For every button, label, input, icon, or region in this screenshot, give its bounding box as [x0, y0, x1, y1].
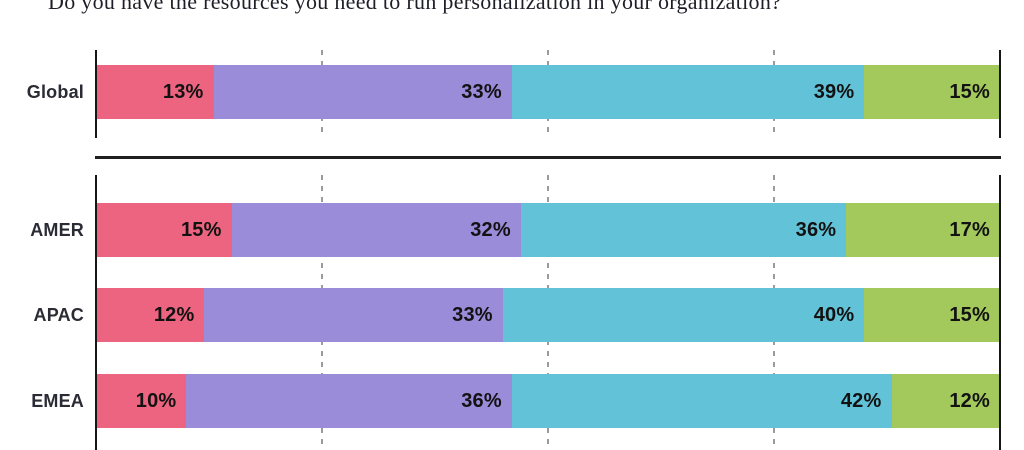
bar-segment-emea-1: 10% — [96, 374, 187, 428]
stacked-bar-global: 13% 33% 39% 15% — [96, 65, 1000, 119]
row-label-emea: EMEA — [31, 390, 84, 411]
segment-value-label: 42% — [840, 389, 882, 412]
global-axis-line-right — [999, 50, 1001, 138]
segment-value-label: 33% — [452, 303, 493, 326]
segment-value-label: 10% — [135, 389, 177, 412]
row-label-global: Global — [26, 81, 84, 102]
segment-value-label: 39% — [813, 80, 855, 103]
bar-segment-amer-1: 15% — [96, 203, 232, 257]
bar-segment-apac-4: 15% — [864, 288, 1000, 342]
row-label-amer: AMER — [30, 219, 84, 240]
bar-segment-apac-3: 40% — [502, 288, 865, 342]
segment-value-label: 15% — [949, 80, 990, 103]
regions-axis-line-right — [999, 175, 1001, 450]
global-chart-section: Global 13% 33% 39% 15% — [0, 50, 1024, 138]
segment-value-label: 36% — [461, 389, 502, 412]
bar-segment-emea-4: 12% — [891, 374, 1000, 428]
segment-value-label: 32% — [470, 218, 511, 241]
chart-row-emea: EMEA 10% 36% 42% 12% — [0, 374, 1024, 428]
bar-segment-amer-3: 36% — [520, 203, 847, 257]
segment-value-label: 13% — [162, 80, 204, 103]
figure-title-text: Do you have the resources you need to ru… — [48, 0, 782, 14]
chart-row-amer: AMER 15% 32% 36% 17% — [0, 203, 1024, 257]
segment-value-label: 15% — [180, 218, 222, 241]
bar-segment-amer-2: 32% — [231, 203, 521, 257]
stacked-bar-apac: 12% 33% 40% 15% — [96, 288, 1000, 342]
stacked-bar-amer: 15% 32% 36% 17% — [96, 203, 1000, 257]
bar-segment-apac-1: 12% — [96, 288, 205, 342]
figure-title: Do you have the resources you need to ru… — [48, 0, 781, 13]
bar-segment-global-1: 13% — [96, 65, 214, 119]
bar-segment-emea-3: 42% — [511, 374, 892, 428]
bar-segment-apac-2: 33% — [204, 288, 503, 342]
chart-row-apac: APAC 12% 33% 40% 15% — [0, 288, 1024, 342]
stacked-bar-emea: 10% 36% 42% 12% — [96, 374, 1000, 428]
segment-value-label: 12% — [153, 303, 195, 326]
bar-segment-global-2: 33% — [213, 65, 512, 119]
global-axis-line-left — [95, 50, 97, 138]
regions-chart-section: AMER 15% 32% 36% 17% APAC 12% 33% 40% 15% EMEA 10% 3… — [0, 175, 1024, 450]
section-separator-line — [95, 156, 1001, 159]
regions-axis-line-left — [95, 175, 97, 450]
row-label-apac: APAC — [33, 304, 84, 325]
segment-value-label: 17% — [949, 218, 990, 241]
chart-row-global: Global 13% 33% 39% 15% — [0, 65, 1024, 119]
bar-segment-amer-4: 17% — [846, 203, 1000, 257]
segment-value-label: 12% — [949, 389, 990, 412]
segment-value-label: 33% — [461, 80, 502, 103]
segment-value-label: 15% — [949, 303, 990, 326]
bar-segment-global-3: 39% — [511, 65, 865, 119]
bar-segment-emea-2: 36% — [186, 374, 512, 428]
bar-segment-global-4: 15% — [864, 65, 1000, 119]
segment-value-label: 36% — [795, 218, 837, 241]
segment-value-label: 40% — [813, 303, 855, 326]
